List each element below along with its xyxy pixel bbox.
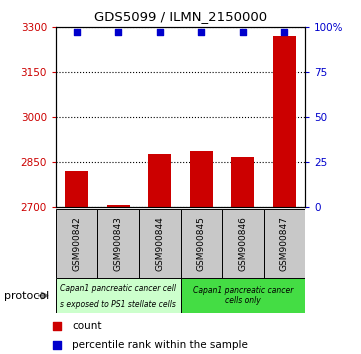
Bar	[180, 209, 222, 278]
Point	[240, 29, 245, 35]
Bar	[148, 154, 171, 207]
Bar	[56, 209, 97, 278]
Bar	[264, 209, 305, 278]
Text: protocol: protocol	[4, 291, 49, 301]
Text: count: count	[73, 321, 102, 331]
Point	[54, 343, 60, 348]
Text: s exposed to PS1 stellate cells: s exposed to PS1 stellate cells	[60, 300, 176, 309]
Point	[282, 29, 287, 35]
Point	[157, 29, 162, 35]
Bar	[107, 205, 130, 207]
Text: Capan1 pancreatic cancer cell: Capan1 pancreatic cancer cell	[60, 284, 176, 293]
Text: GSM900842: GSM900842	[72, 216, 81, 271]
Point	[54, 323, 60, 329]
Point	[74, 29, 80, 35]
Bar	[273, 36, 296, 207]
Text: percentile rank within the sample: percentile rank within the sample	[73, 341, 248, 350]
Bar	[180, 278, 305, 313]
Bar	[65, 171, 88, 207]
Text: GSM900843: GSM900843	[114, 216, 123, 271]
Bar	[222, 209, 264, 278]
Bar	[56, 278, 180, 313]
Bar	[97, 209, 139, 278]
Bar	[190, 150, 213, 207]
Title: GDS5099 / ILMN_2150000: GDS5099 / ILMN_2150000	[94, 10, 267, 23]
Point	[199, 29, 204, 35]
Bar	[231, 156, 254, 207]
Bar	[139, 209, 180, 278]
Text: GSM900844: GSM900844	[155, 216, 164, 271]
Text: GSM900846: GSM900846	[238, 216, 247, 271]
Text: GSM900847: GSM900847	[280, 216, 289, 271]
Point	[116, 29, 121, 35]
Text: GSM900845: GSM900845	[197, 216, 206, 271]
Text: Capan1 pancreatic cancer
cells only: Capan1 pancreatic cancer cells only	[192, 286, 293, 305]
